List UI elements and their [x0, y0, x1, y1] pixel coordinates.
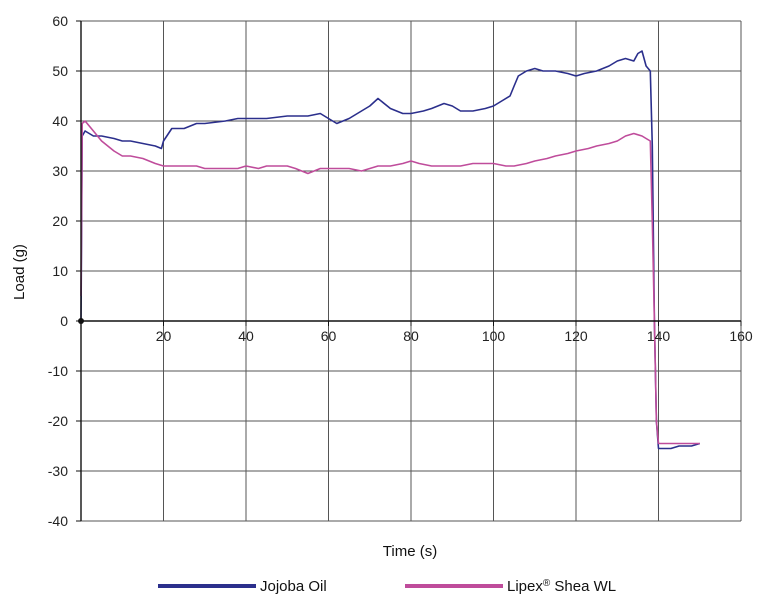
- x-tick-label: 40: [238, 328, 254, 344]
- x-tick-label: 80: [403, 328, 419, 344]
- y-tick-label: -10: [48, 363, 68, 379]
- y-tick-label: -40: [48, 513, 68, 529]
- x-tick-label: 60: [321, 328, 337, 344]
- x-tick-label: 120: [564, 328, 588, 344]
- y-tick-label: 20: [52, 213, 68, 229]
- x-axis-title: Time (s): [383, 543, 437, 560]
- legend-label-1: Jojoba Oil: [260, 578, 327, 595]
- series-line-1: [80, 50, 701, 450]
- y-tick-label: 30: [52, 163, 68, 179]
- y-tick-labels: 60 50 40 30 20 10 0 -10 -20 -30 -40: [48, 13, 68, 529]
- series-line-2: [80, 120, 700, 445]
- y-tick-label: -30: [48, 463, 68, 479]
- y-tick-label: 0: [60, 313, 68, 329]
- series-lines: [80, 50, 701, 450]
- x-tick-label: 140: [647, 328, 671, 344]
- x-tick-labels: 20 40 60 80 100 120 140 160: [156, 328, 753, 344]
- y-tick-label: 40: [52, 113, 68, 129]
- x-tick-label: 160: [729, 328, 753, 344]
- grid: [81, 20, 742, 522]
- x-tick-label: 100: [482, 328, 506, 344]
- y-axis-title: Load (g): [11, 244, 28, 300]
- legend: Jojoba Oil Lipex® Shea WL: [158, 578, 616, 596]
- x-tick-label: 20: [156, 328, 172, 344]
- y-tick-label: 60: [52, 13, 68, 29]
- legend-label-2: Lipex® Shea WL: [507, 578, 616, 596]
- y-tick-label: 10: [52, 263, 68, 279]
- y-tick-label: 50: [52, 63, 68, 79]
- axes: [76, 20, 742, 522]
- y-tick-label: -20: [48, 413, 68, 429]
